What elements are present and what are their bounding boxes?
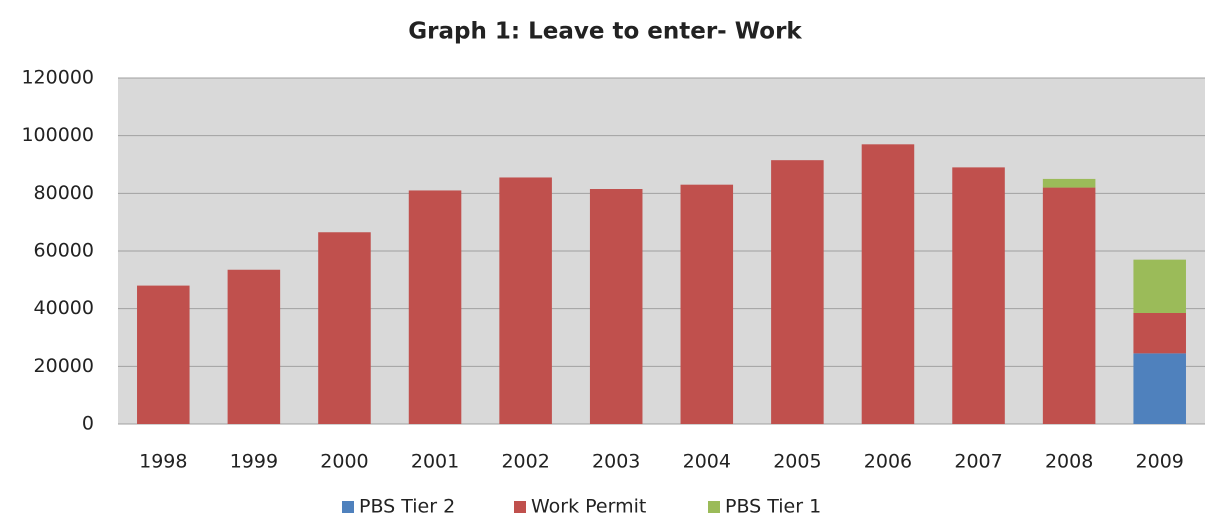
legend-marker xyxy=(342,501,354,513)
bar-segment xyxy=(227,269,281,424)
chart-title: Graph 1: Leave to enter- Work xyxy=(408,19,802,45)
bar-segment xyxy=(318,232,371,424)
x-tick-label: 2006 xyxy=(864,451,912,473)
bar-segment xyxy=(771,160,824,425)
y-tick-label: 0 xyxy=(82,413,94,435)
x-tick-label: 2000 xyxy=(320,451,368,473)
x-tick-label: 2008 xyxy=(1045,451,1093,473)
legend-label: PBS Tier 1 xyxy=(725,496,821,518)
y-tick-label: 60000 xyxy=(34,240,94,262)
bar-segment xyxy=(1133,353,1186,424)
bar-segment xyxy=(952,167,1005,424)
y-tick-label: 40000 xyxy=(34,297,94,319)
y-tick-label: 20000 xyxy=(34,355,94,377)
x-tick-label: 1998 xyxy=(139,451,187,473)
bar-segment xyxy=(680,184,734,424)
x-tick-label: 2002 xyxy=(501,451,549,473)
x-tick-label: 2001 xyxy=(411,451,459,473)
x-tick-label: 2003 xyxy=(592,451,640,473)
legend-marker xyxy=(514,501,526,513)
y-tick-label: 100000 xyxy=(21,124,94,146)
bar-segment xyxy=(499,177,552,424)
x-tick-label: 2009 xyxy=(1136,451,1184,473)
x-tick-label: 1999 xyxy=(230,451,278,473)
x-tick-label: 2005 xyxy=(773,451,821,473)
legend-label: PBS Tier 2 xyxy=(359,496,455,518)
y-tick-label: 120000 xyxy=(21,67,94,89)
legend-label: Work Permit xyxy=(531,496,646,518)
bar-segment xyxy=(1042,187,1096,424)
bar-segment xyxy=(589,189,643,424)
bar-segment xyxy=(1133,259,1186,313)
bar-segment xyxy=(408,190,462,424)
y-tick-label: 80000 xyxy=(34,182,94,204)
bar-segment xyxy=(137,285,190,424)
bar-segment xyxy=(861,144,915,425)
x-tick-label: 2004 xyxy=(683,451,731,473)
bar-segment xyxy=(1042,178,1096,188)
legend-marker xyxy=(708,501,720,513)
bar-segment xyxy=(1133,312,1186,354)
x-tick-label: 2007 xyxy=(954,451,1002,473)
